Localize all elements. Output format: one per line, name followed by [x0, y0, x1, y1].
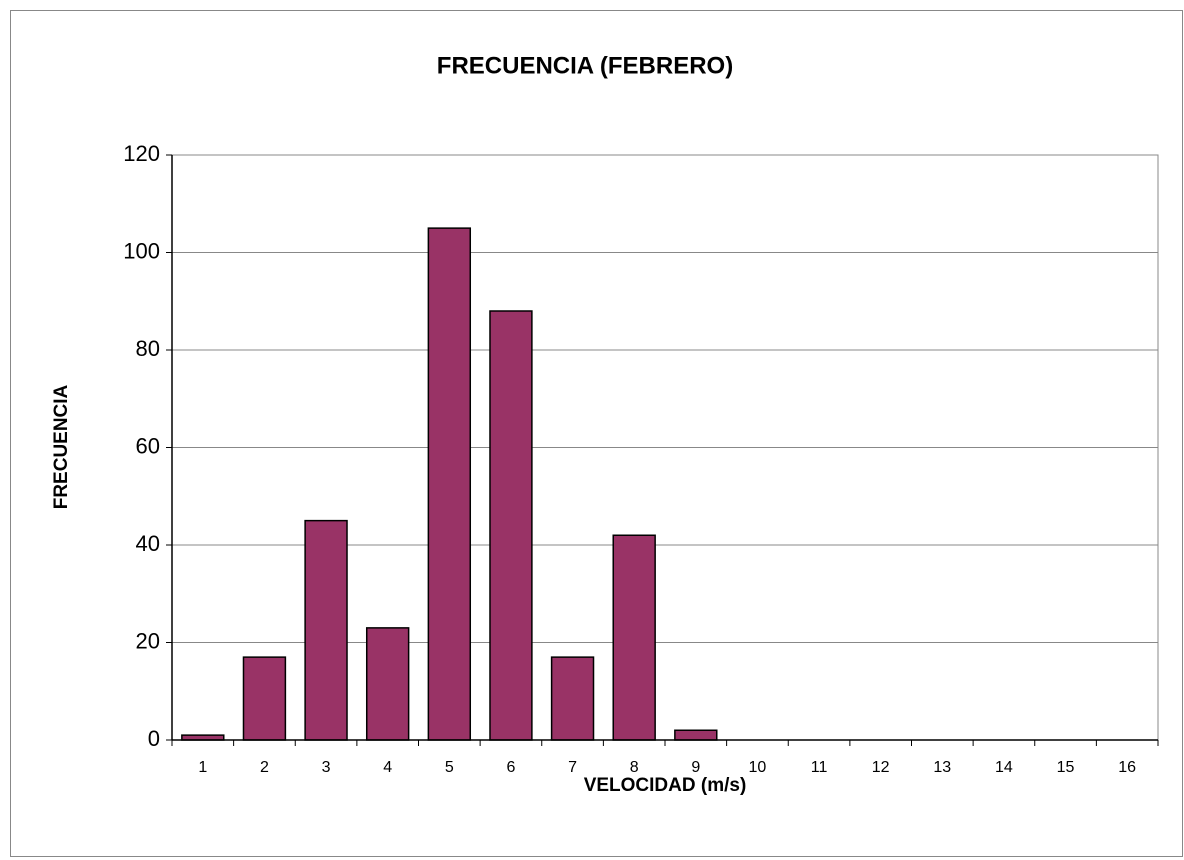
x-tick-label: 7	[568, 759, 577, 776]
chart-title: FRECUENCIA (FEBRERO)	[437, 52, 733, 79]
y-tick-label: 100	[123, 238, 160, 263]
x-tick-label: 5	[445, 759, 454, 776]
y-tick-label: 40	[136, 531, 160, 556]
bar	[242, 656, 287, 741]
bar	[427, 227, 472, 741]
x-tick-label: 8	[630, 759, 639, 776]
x-tick-label: 11	[811, 759, 828, 776]
bar	[550, 656, 595, 741]
x-tick-label: 6	[506, 759, 515, 776]
x-tick-label: 4	[383, 759, 392, 776]
x-tick-label: 14	[995, 759, 1013, 776]
y-tick-label: 80	[136, 336, 160, 361]
bar	[674, 729, 718, 741]
y-tick-label: 20	[136, 628, 160, 653]
x-tick-label: 16	[1118, 759, 1136, 776]
y-tick-label: 0	[148, 726, 160, 751]
x-axis-label: VELOCIDAD (m/s)	[584, 775, 747, 796]
y-tick-label: 60	[136, 433, 160, 458]
bar	[365, 627, 410, 741]
bar	[304, 519, 348, 741]
bar	[489, 310, 533, 741]
x-tick-label: 3	[322, 759, 331, 776]
x-tick-label: 1	[198, 759, 207, 776]
x-tick-label: 13	[933, 759, 951, 776]
x-tick-label: 2	[260, 759, 269, 776]
x-tick-label: 10	[749, 759, 767, 776]
y-tick-label: 120	[123, 141, 160, 166]
y-axis-label: FRECUENCIA	[51, 384, 72, 509]
bar	[612, 534, 656, 741]
x-tick-label: 12	[872, 759, 890, 776]
x-tick-label: 9	[691, 759, 700, 776]
x-tick-label: 15	[1057, 759, 1075, 776]
